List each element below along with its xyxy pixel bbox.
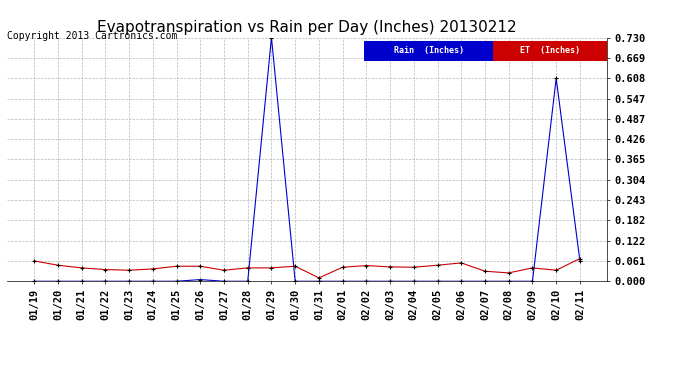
Text: Rain  (Inches): Rain (Inches) [393,46,464,56]
Title: Evapotranspiration vs Rain per Day (Inches) 20130212: Evapotranspiration vs Rain per Day (Inch… [97,20,517,35]
Bar [493,41,607,61]
Bar [364,41,493,61]
Text: ET  (Inches): ET (Inches) [520,46,580,56]
Text: Copyright 2013 Cartronics.com: Copyright 2013 Cartronics.com [7,32,177,41]
